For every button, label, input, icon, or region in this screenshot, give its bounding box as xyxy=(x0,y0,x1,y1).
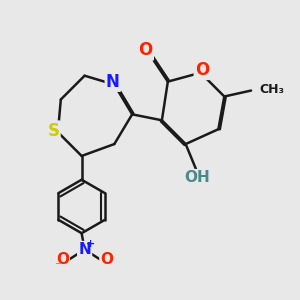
Text: N: N xyxy=(78,242,91,257)
Text: CH₃: CH₃ xyxy=(260,82,284,96)
Text: OH: OH xyxy=(185,170,210,185)
Text: N: N xyxy=(106,73,120,91)
Text: O: O xyxy=(56,253,69,268)
Text: ⁻: ⁻ xyxy=(54,260,60,273)
Text: S: S xyxy=(47,122,59,140)
Text: +: + xyxy=(86,238,95,249)
Text: O: O xyxy=(138,41,153,59)
Text: O: O xyxy=(195,61,209,79)
Text: O: O xyxy=(100,253,113,268)
